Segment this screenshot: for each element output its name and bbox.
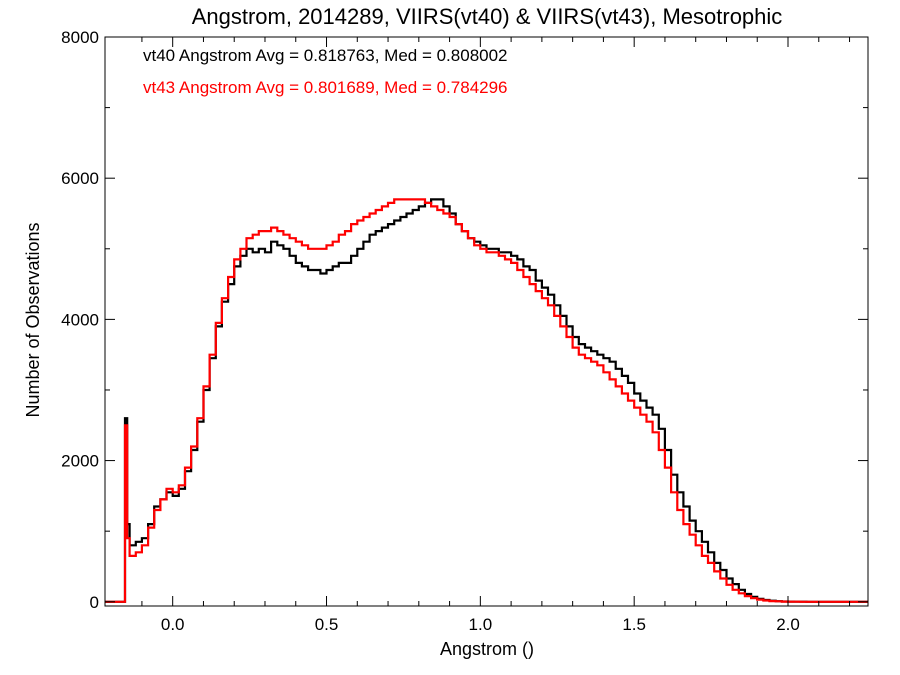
series-line-vt40 <box>105 198 868 603</box>
y-axis-label: Number of Observations <box>23 222 43 417</box>
axes-layer: 0.0 0.5 1.0 1.5 2.0 0 2000 4000 6000 8000 <box>61 28 869 634</box>
y-tick-label: 8000 <box>61 28 99 47</box>
legend-vt43: vt43 Angstrom Avg = 0.801689, Med = 0.78… <box>143 78 508 97</box>
x-tick-label: 0.0 <box>161 615 185 634</box>
x-tick-label: 1.0 <box>469 615 493 634</box>
legend-vt40: vt40 Angstrom Avg = 0.818763, Med = 0.80… <box>143 46 508 65</box>
x-tick-label: 0.5 <box>315 615 339 634</box>
y-tick-label: 4000 <box>61 310 99 329</box>
x-axis-label: Angstrom () <box>440 639 534 659</box>
x-tick-label: 2.0 <box>776 615 800 634</box>
y-tick-label: 6000 <box>61 169 99 188</box>
x-tick-label: 1.5 <box>622 615 646 634</box>
plot-frame <box>104 36 869 607</box>
series-line-vt43 <box>105 198 868 603</box>
series-layer <box>105 198 868 603</box>
chart-title: Angstrom, 2014289, VIIRS(vt40) & VIIRS(v… <box>192 4 783 29</box>
y-tick-label: 2000 <box>61 452 99 471</box>
y-tick-label: 0 <box>90 593 99 612</box>
